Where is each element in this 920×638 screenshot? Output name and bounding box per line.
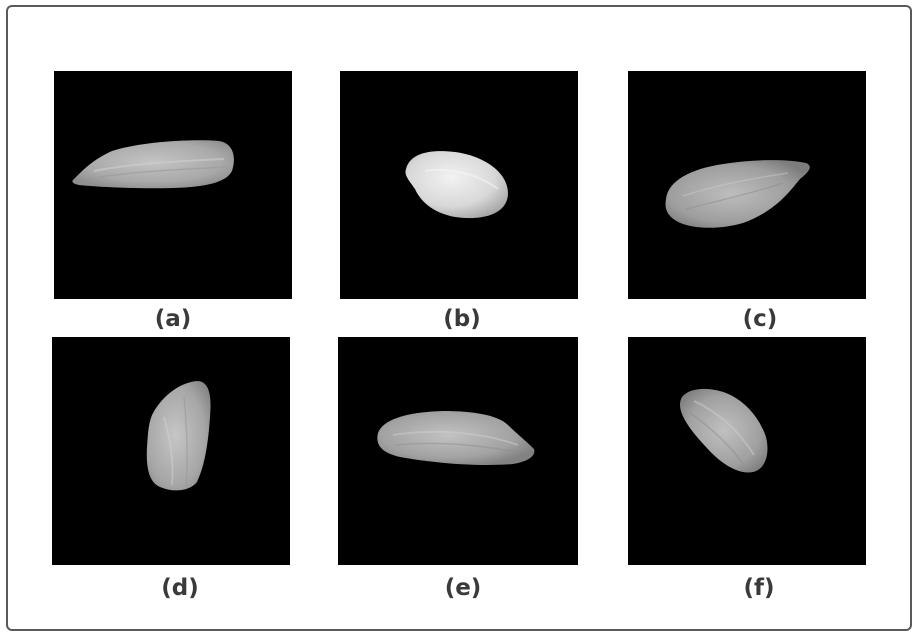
panel-label-e: (e) — [444, 575, 482, 601]
rice-grain-image-b — [340, 71, 578, 299]
panel-label-c: (c) — [742, 306, 778, 332]
panel-label-f: (f) — [743, 575, 775, 601]
rice-grain-f-illustration — [680, 388, 768, 473]
panel-label-a: (a) — [154, 306, 192, 332]
rice-grain-image-a — [54, 71, 292, 299]
rice-grain-image-d — [52, 337, 290, 565]
rice-grain-image-c — [628, 71, 866, 299]
rice-grain-b-illustration — [405, 151, 508, 219]
rice-grain-e-illustration — [377, 411, 535, 466]
panel-label-b: (b) — [443, 306, 481, 332]
rice-grain-image-f — [628, 337, 866, 565]
rice-grain-d-illustration — [146, 381, 211, 491]
rice-grain-image-e — [338, 337, 578, 565]
panel-label-d: (d) — [161, 575, 199, 601]
rice-grain-a-illustration — [72, 140, 234, 189]
rice-grain-c-illustration — [665, 160, 810, 228]
